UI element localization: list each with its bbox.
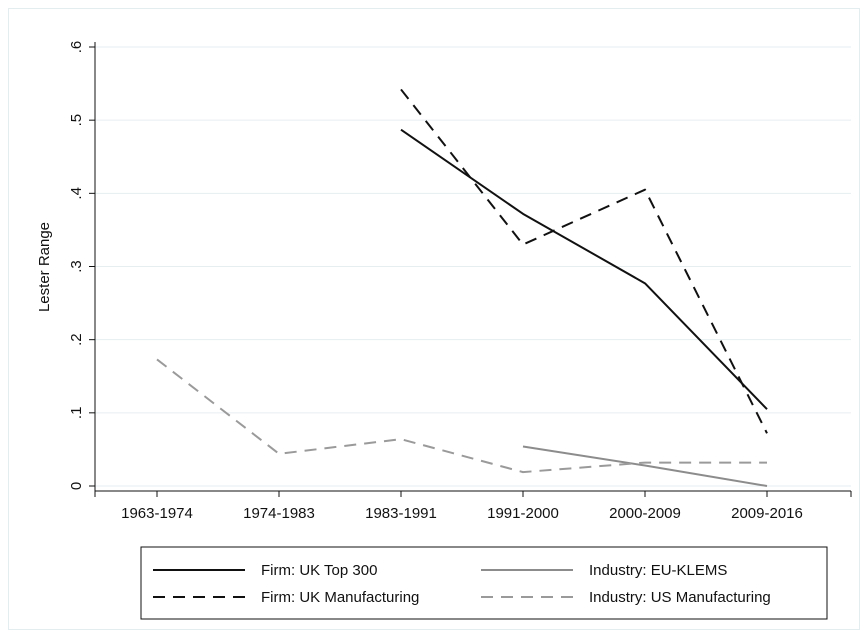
grid-layer	[95, 46, 851, 487]
x-tick-label: 1974-1983	[243, 505, 315, 522]
legend-box	[140, 546, 828, 620]
series-line-0	[400, 128, 768, 410]
y-tick-label: .5	[68, 114, 85, 127]
x-tick-label: 1983-1991	[365, 505, 437, 522]
series-line-1	[400, 88, 768, 434]
x-tick-label: 1963-1974	[121, 505, 193, 522]
legend-label-3: Industry: US Manufacturing	[589, 589, 771, 606]
legend: Firm: UK Top 300 Firm: UK Manufacturing In…	[140, 546, 828, 620]
y-tick-label: .6	[68, 41, 85, 54]
y-tick-label: .4	[68, 187, 85, 200]
legend-label-1: Firm: UK Manufacturing	[261, 589, 419, 606]
series-layer	[156, 88, 768, 487]
y-tick-label: 0	[68, 482, 85, 490]
x-tick-label: 2009-2016	[731, 505, 803, 522]
y-ticks: 0 .1 .2 .3 .4 .5 .6	[68, 41, 95, 490]
x-tick-label: 1991-2000	[487, 505, 559, 522]
legend-label-0: Firm: UK Top 300	[261, 562, 377, 579]
x-ticks: 1963-1974 1974-1983 1983-1991 1991-2000 2000…	[94, 491, 852, 522]
y-tick-label: .2	[68, 333, 85, 346]
y-axis-title: Lester Range	[36, 222, 53, 312]
chart-figure: 0 .1 .2 .3 .4 .5 .6 1963-1974 1974-1983 1983-199…	[8, 8, 860, 630]
series-line-2	[522, 445, 768, 487]
y-tick-label: .1	[68, 407, 85, 420]
y-tick-label: .3	[68, 260, 85, 273]
line-chart: 0 .1 .2 .3 .4 .5 .6 1963-1974 1974-1983 1983-199…	[36, 41, 852, 620]
legend-label-2: Industry: EU-KLEMS	[589, 562, 727, 579]
series-line-3	[156, 358, 767, 474]
x-tick-label: 2000-2009	[609, 505, 681, 522]
